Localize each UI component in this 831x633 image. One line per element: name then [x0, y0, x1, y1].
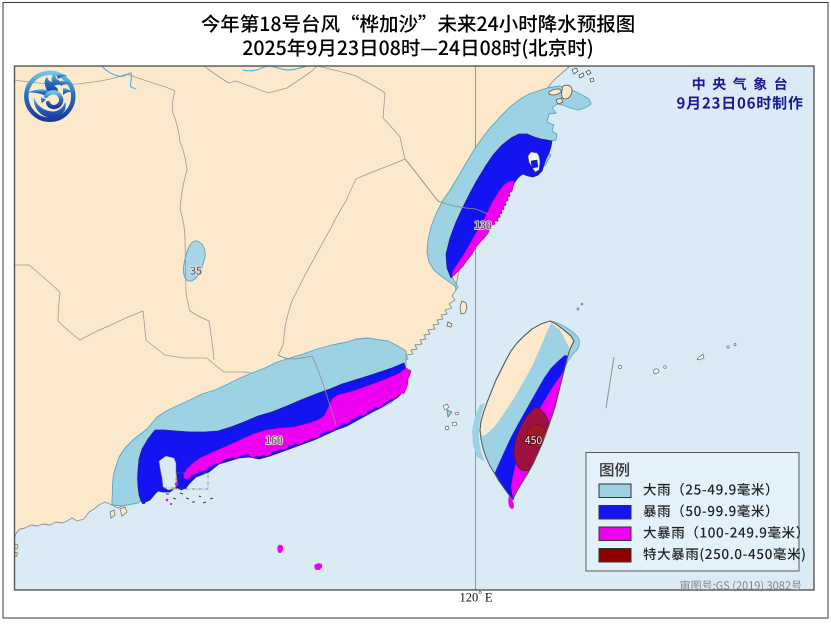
svg-text:120° E: 120° E [459, 590, 492, 605]
